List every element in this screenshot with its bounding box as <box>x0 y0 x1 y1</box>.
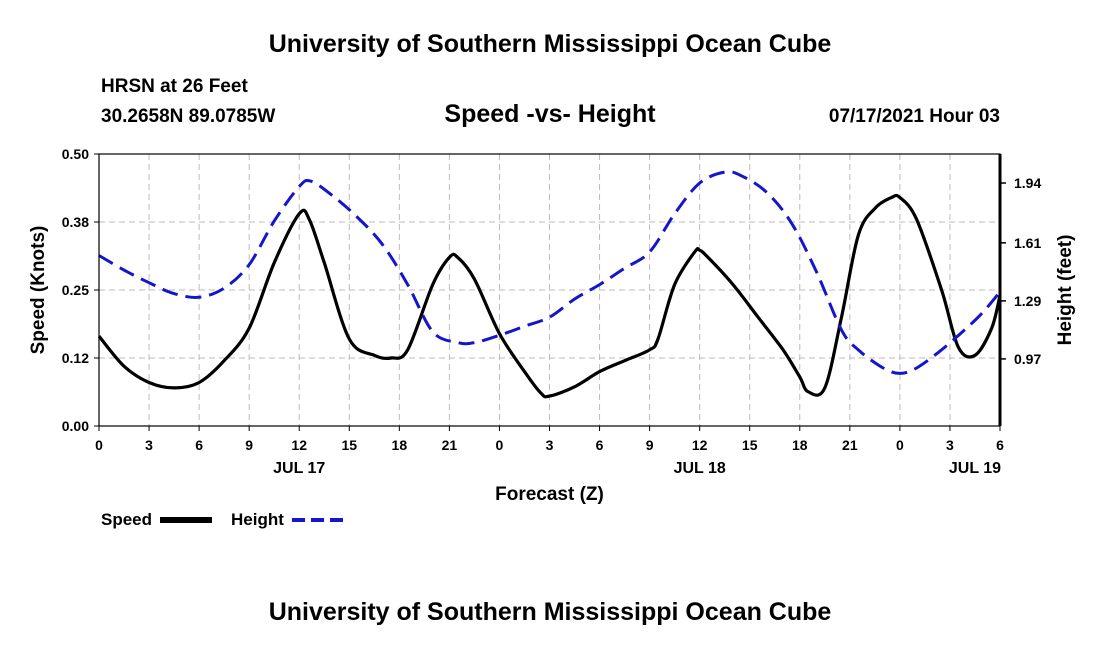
x-tick-label: 15 <box>742 437 758 453</box>
x-axis-title: Forecast (Z) <box>495 484 604 505</box>
x-tick-label: 18 <box>792 437 808 453</box>
series-speed-line <box>97 193 1002 399</box>
y-tick-label: 0.25 <box>62 282 89 298</box>
chart-title-top: University of Southern Mississippi Ocean… <box>268 30 832 58</box>
coordinates-label: 30.2658N 89.0785W <box>101 106 276 127</box>
y2-tick-label: 1.29 <box>1014 293 1041 309</box>
station-label: HRSN at 26 Feet <box>101 76 248 97</box>
series-height-line <box>98 170 1002 375</box>
x-tick-label: 21 <box>842 437 858 453</box>
date-label: JUL 19 <box>949 460 1001 477</box>
x-tick-label: 9 <box>646 437 654 453</box>
x-tick-label: 3 <box>546 437 554 453</box>
grid <box>99 154 1000 426</box>
x-tick-label: 6 <box>996 437 1004 453</box>
x-tick-label: 15 <box>341 437 357 453</box>
y-tick-label: 0.00 <box>62 418 89 434</box>
legend-speed-label: Speed <box>101 510 153 529</box>
y-axis-title: Speed (Knots) <box>28 226 49 355</box>
x-tick-label: 18 <box>392 437 408 453</box>
y-tick-label: 0.50 <box>62 146 89 162</box>
y-tick-label: 0.38 <box>62 214 89 230</box>
x-tick-label: 6 <box>195 437 203 453</box>
forecast-datetime: 07/17/2021 Hour 03 <box>828 106 1000 127</box>
x-tick-label: 3 <box>145 437 153 453</box>
date-label: JUL 17 <box>273 460 325 477</box>
y2-tick-label: 1.61 <box>1014 235 1041 251</box>
x-tick-label: 21 <box>442 437 458 453</box>
series-layer <box>97 170 1002 399</box>
x-tick-label: 9 <box>245 437 253 453</box>
x-tick-label: 12 <box>692 437 708 453</box>
x-tick-label: 0 <box>95 437 103 453</box>
chart-subtitle: Speed -vs- Height <box>444 100 656 128</box>
chart-title-bottom: University of Southern Mississippi Ocean… <box>268 598 832 626</box>
x-tick-label: 0 <box>496 437 504 453</box>
x-tick-label: 3 <box>946 437 954 453</box>
legend-height-label: Height <box>231 510 284 529</box>
y2-tick-label: 1.94 <box>1014 175 1041 191</box>
date-label: JUL 18 <box>674 460 726 477</box>
y2-tick-label: 0.97 <box>1014 351 1041 367</box>
x-tick-label: 0 <box>896 437 904 453</box>
y2-axis-title: Height (feet) <box>1055 235 1076 346</box>
x-tick-label: 6 <box>596 437 604 453</box>
y-tick-label: 0.12 <box>62 350 89 366</box>
axes: 0 3 6 9 12 15 18 21 0 3 6 9 12 15 18 21 0 3 6 0.00 0.12 0.25 0… <box>62 146 1042 477</box>
x-tick-label: 12 <box>291 437 307 453</box>
